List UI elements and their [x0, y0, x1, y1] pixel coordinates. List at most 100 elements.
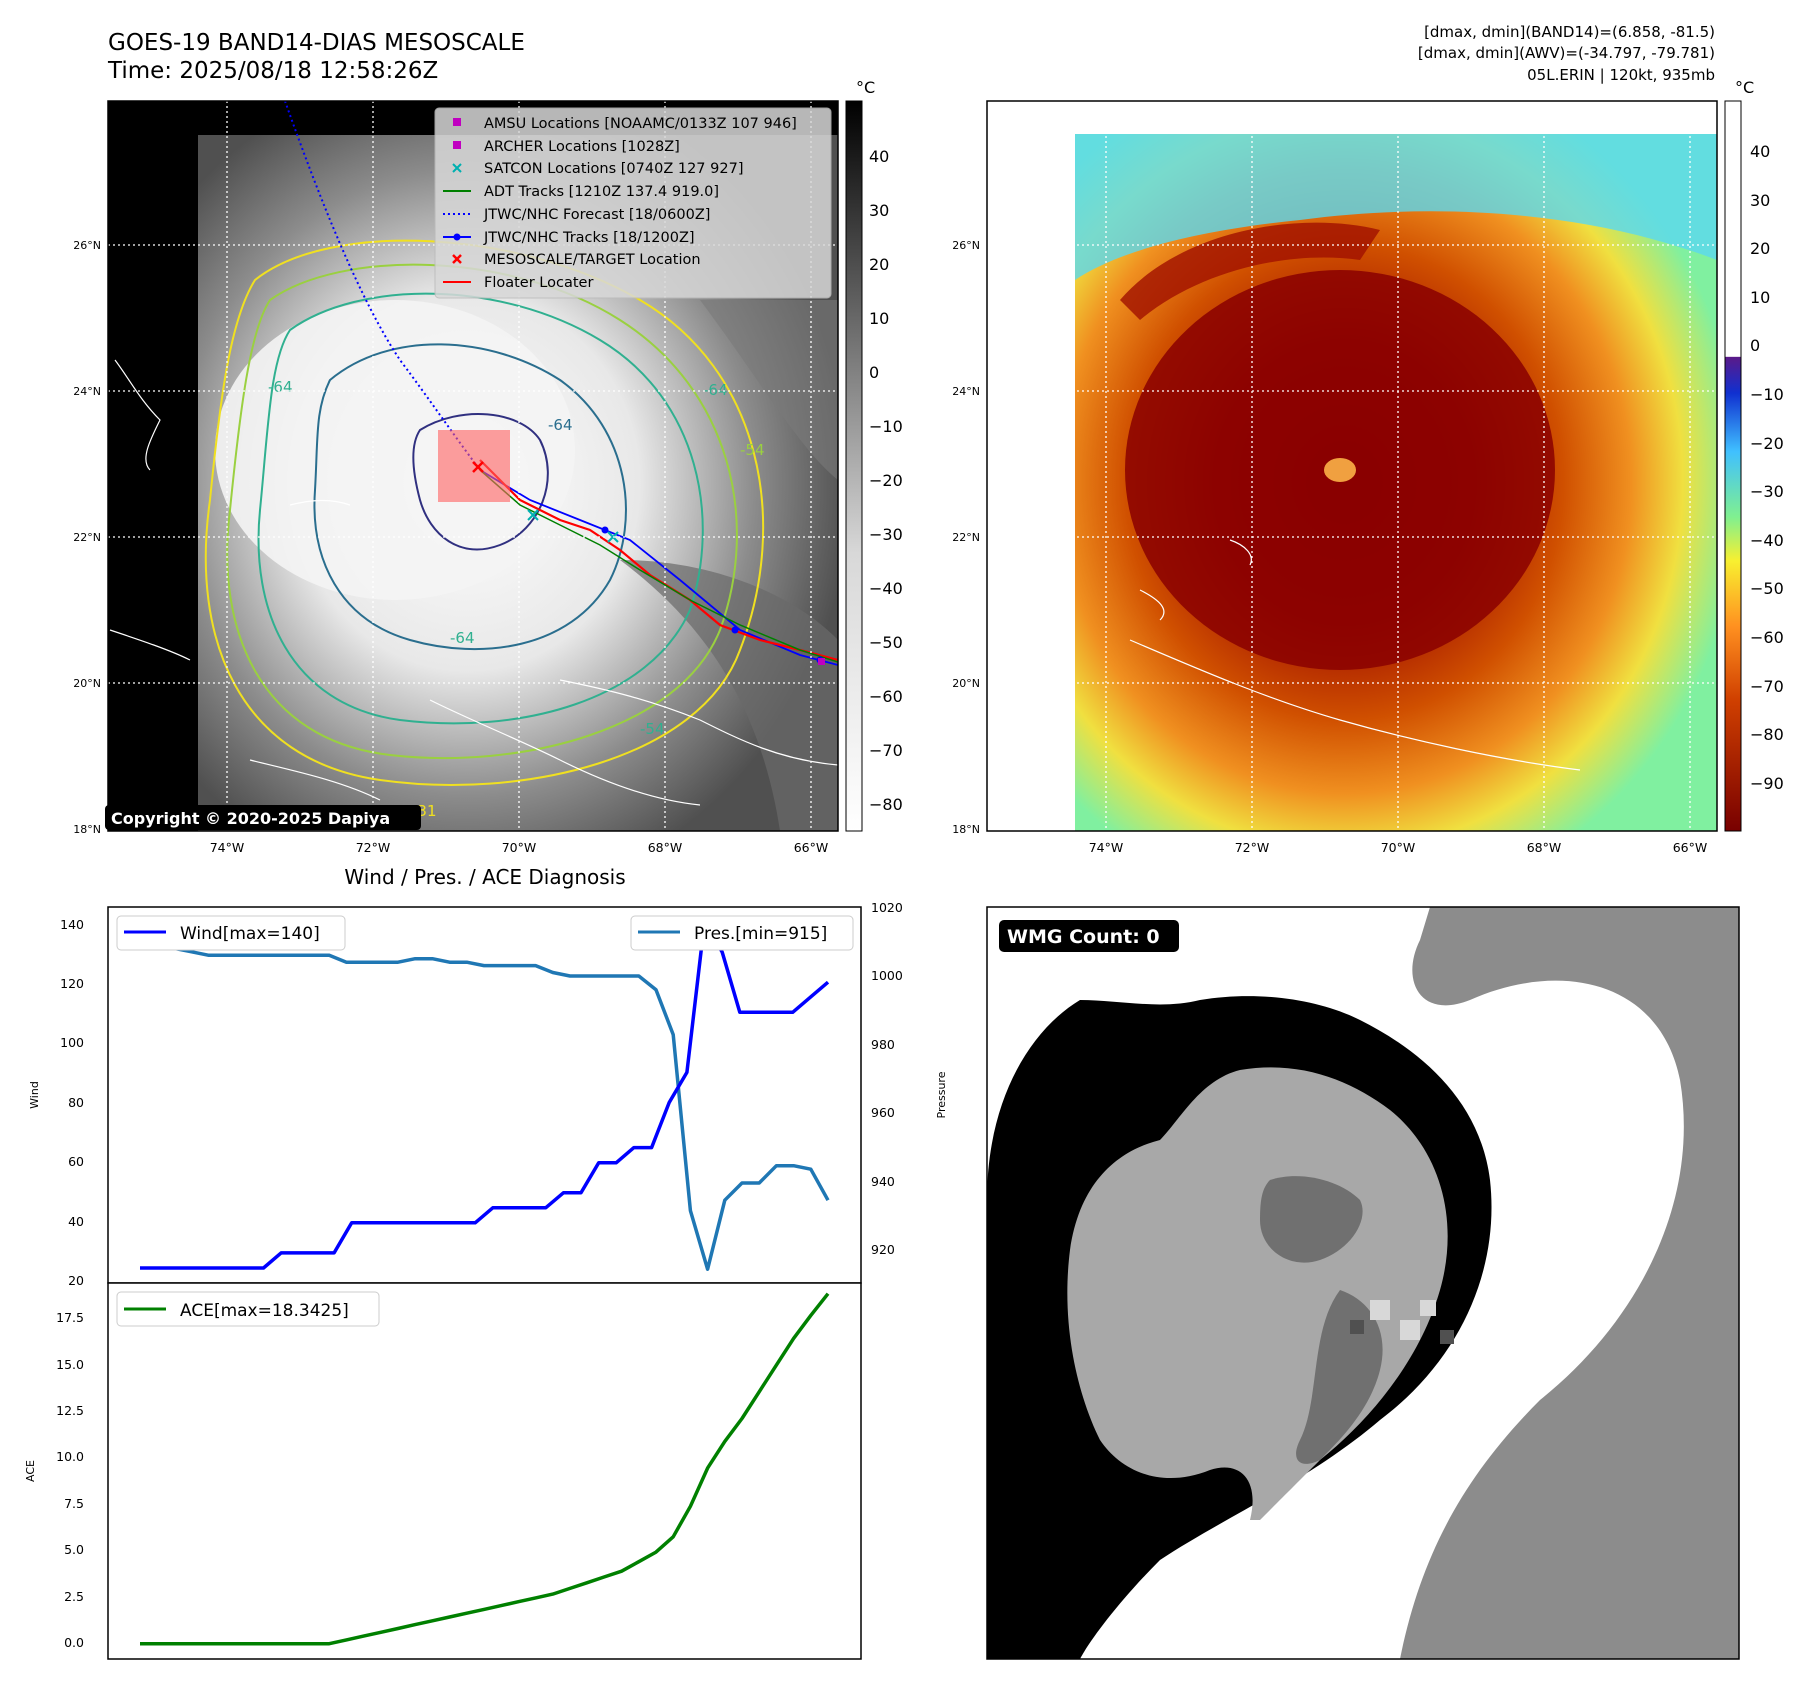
title-line2: Time: 2025/08/18 12:58:26Z — [107, 58, 438, 84]
svg-text:40: 40 — [869, 147, 889, 166]
ace-legend: ACE[max=18.3425] — [116, 1291, 380, 1327]
svg-text:−70: −70 — [1750, 677, 1784, 696]
svg-text:−30: −30 — [869, 525, 903, 544]
wind-ylabel: Wind — [28, 1081, 41, 1109]
wind-pres-axes — [107, 906, 862, 1284]
svg-text:1020: 1020 — [871, 900, 903, 915]
svg-text:-64: -64 — [450, 629, 475, 647]
svg-text:10.0: 10.0 — [56, 1449, 84, 1464]
svg-text:-64: -64 — [703, 381, 728, 399]
legend-adt: ADT Tracks [1210Z 137.4 919.0] — [484, 184, 719, 200]
colorbar-right: °C 40 30 20 10 0 −10 −20 −30 −40 −50 −60… — [1724, 78, 1784, 832]
svg-text:74°W: 74°W — [1089, 840, 1124, 855]
wind-yticks: 140 120 100 80 60 40 20 — [60, 917, 84, 1288]
svg-text:20°N: 20°N — [73, 677, 101, 690]
svg-text:-64: -64 — [268, 378, 293, 396]
wmg-panel — [987, 907, 1739, 1659]
svg-text:18°N: 18°N — [73, 823, 101, 836]
svg-text:−50: −50 — [1750, 579, 1784, 598]
pressure-yticks: 1020 1000 980 960 940 920 — [871, 900, 903, 1257]
svg-text:°C: °C — [856, 78, 875, 97]
copyright-text: Copyright © 2020-2025 Dapiya — [111, 809, 390, 828]
svg-text:-64: -64 — [548, 416, 573, 434]
wind-legend: Wind[max=140] — [116, 915, 346, 951]
wmg-frame — [986, 906, 1740, 1660]
svg-text:17.5: 17.5 — [56, 1310, 84, 1325]
svg-text:22°N: 22°N — [73, 531, 101, 544]
ace-plot — [140, 1292, 830, 1646]
svg-text:12.5: 12.5 — [56, 1403, 84, 1418]
info-line3: 05L.ERIN | 120kt, 935mb — [1527, 66, 1715, 84]
svg-text:−10: −10 — [1750, 385, 1784, 404]
svg-text:24°N: 24°N — [73, 385, 101, 398]
svg-text:1000: 1000 — [871, 968, 903, 983]
legend-marker-amsu — [453, 118, 461, 126]
svg-text:−60: −60 — [1750, 628, 1784, 647]
svg-text:Wind[max=140]: Wind[max=140] — [180, 924, 320, 944]
svg-text:22°N: 22°N — [952, 531, 980, 544]
svg-text:0: 0 — [869, 363, 879, 382]
svg-text:26°N: 26°N — [73, 239, 101, 252]
svg-text:Pres.[min=915]: Pres.[min=915] — [694, 924, 827, 944]
svg-text:-54: -54 — [740, 441, 765, 459]
svg-text:18°N: 18°N — [952, 823, 980, 836]
svg-text:72°W: 72°W — [1235, 840, 1270, 855]
info-line1: [dmax, dmin](BAND14)=(6.858, -81.5) — [1424, 23, 1715, 41]
svg-text:20: 20 — [1750, 239, 1770, 258]
svg-text:0.0: 0.0 — [64, 1635, 84, 1650]
svg-text:0: 0 — [1750, 336, 1760, 355]
svg-text:−40: −40 — [1750, 531, 1784, 550]
svg-text:10: 10 — [869, 309, 889, 328]
ace-yticks: 17.5 15.0 12.5 10.0 7.5 5.0 2.5 0.0 — [56, 1310, 84, 1650]
pressure-ylabel: Pressure — [935, 1071, 948, 1118]
svg-text:−60: −60 — [869, 687, 903, 706]
ace-series-line — [140, 1292, 830, 1646]
svg-text:5.0: 5.0 — [64, 1542, 84, 1557]
svg-text:20: 20 — [869, 255, 889, 274]
ace-ylabel: ACE — [24, 1460, 37, 1482]
diagnosis-title: Wind / Pres. / ACE Diagnosis — [344, 865, 625, 889]
svg-text:100: 100 — [60, 1035, 84, 1050]
lat-ticks-left: 26°N 24°N 22°N 20°N 18°N — [73, 239, 101, 836]
svg-text:−10: −10 — [869, 417, 903, 436]
svg-text:68°W: 68°W — [648, 840, 683, 855]
svg-text:40: 40 — [1750, 142, 1770, 161]
svg-text:−90: −90 — [1750, 774, 1784, 793]
legend-marker-target — [452, 254, 462, 264]
svg-text:−80: −80 — [869, 795, 903, 814]
svg-text:920: 920 — [871, 1242, 895, 1257]
colorbar-left: °C 40 30 20 10 0 −10 −20 −30 −40 −50 −60… — [845, 78, 903, 832]
lon-ticks-right: 74°W 72°W 70°W 68°W 66°W — [1089, 840, 1708, 855]
svg-text:10: 10 — [1750, 288, 1770, 307]
svg-text:68°W: 68°W — [1527, 840, 1562, 855]
svg-text:−70: −70 — [869, 741, 903, 760]
legend-marker-satcon — [452, 163, 462, 173]
lat-ticks-right: 26°N 24°N 22°N 20°N 18°N — [952, 239, 980, 836]
svg-text:ACE[max=18.3425]: ACE[max=18.3425] — [180, 1301, 349, 1321]
svg-text:80: 80 — [68, 1095, 84, 1110]
wmg-count-box — [999, 920, 1179, 952]
wmg-count-label: WMG Count: 0 — [1007, 926, 1160, 948]
legend-satcon: SATCON Locations [0740Z 127 927] — [484, 161, 743, 177]
svg-text:120: 120 — [60, 976, 84, 991]
copyright-box — [105, 805, 421, 830]
svg-text:−20: −20 — [1750, 434, 1784, 453]
svg-text:30: 30 — [1750, 191, 1770, 210]
legend-marker-archer — [453, 141, 461, 149]
svg-text:24°N: 24°N — [952, 385, 980, 398]
svg-text:°C: °C — [1735, 78, 1754, 97]
svg-text:72°W: 72°W — [356, 840, 391, 855]
pressure-series-line — [140, 925, 830, 1271]
legend-archer: ARCHER Locations [1028Z] — [484, 139, 680, 155]
ir-map-right — [987, 101, 1717, 831]
svg-text:−20: −20 — [869, 471, 903, 490]
svg-text:−40: −40 — [869, 579, 903, 598]
svg-text:960: 960 — [871, 1105, 895, 1120]
map-frame-left — [107, 100, 839, 832]
svg-text:7.5: 7.5 — [64, 1496, 84, 1511]
svg-text:-54: -54 — [640, 720, 665, 738]
svg-text:20: 20 — [68, 1273, 84, 1288]
svg-text:70°W: 70°W — [1381, 840, 1416, 855]
svg-text:−80: −80 — [1750, 725, 1784, 744]
